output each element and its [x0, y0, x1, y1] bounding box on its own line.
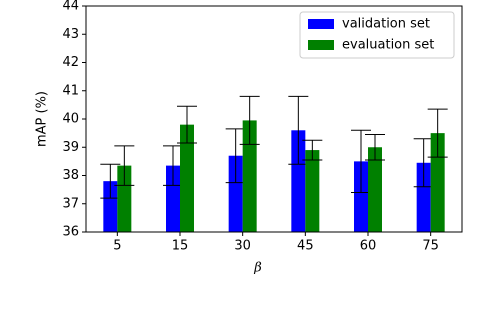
error-bar — [114, 145, 135, 186]
legend-label: evaluation set — [342, 38, 434, 53]
legend-swatch — [308, 19, 334, 29]
bar — [430, 133, 445, 232]
error-bar — [239, 95, 260, 145]
error-bar — [427, 108, 448, 158]
bar — [117, 165, 132, 232]
x-tick-label: 30 — [234, 239, 251, 254]
y-tick-label: 43 — [62, 27, 79, 42]
legend-box — [299, 11, 455, 59]
y-tick-label: 44 — [62, 0, 79, 14]
y-tick-label: 41 — [62, 83, 79, 98]
error-bar — [225, 128, 246, 184]
bar — [416, 162, 431, 232]
bar — [368, 147, 382, 232]
x-tick-label: 45 — [297, 239, 314, 254]
error-bar — [413, 138, 434, 188]
bar — [242, 120, 257, 232]
x-axis-label: β — [253, 261, 262, 276]
bar — [180, 124, 194, 232]
y-tick-label: 38 — [62, 168, 79, 183]
error-bar — [288, 95, 309, 165]
y-tick-label: 36 — [62, 225, 79, 240]
bar — [103, 181, 118, 232]
bar — [291, 130, 306, 232]
x-tick-label: 15 — [172, 239, 189, 254]
x-tick-label: 75 — [422, 239, 439, 254]
error-bar — [100, 163, 121, 199]
error-bar — [302, 139, 323, 161]
bar — [354, 161, 368, 232]
bar — [305, 150, 320, 232]
error-bar — [365, 134, 385, 161]
bar — [166, 165, 180, 232]
y-tick-label: 37 — [62, 196, 79, 211]
error-bar — [351, 129, 371, 193]
x-tick-label: 5 — [113, 239, 121, 254]
y-tick-label: 40 — [62, 112, 79, 127]
error-bar — [177, 105, 197, 144]
error-bar — [163, 145, 183, 186]
bar — [228, 155, 243, 232]
y-axis-label: mAP (%) — [35, 91, 50, 147]
y-tick-label: 42 — [62, 55, 79, 70]
legend-swatch — [308, 40, 334, 50]
y-tick-label: 39 — [62, 140, 79, 155]
plot-frame — [85, 5, 463, 233]
x-tick-label: 60 — [360, 239, 377, 254]
legend-label: validation set — [342, 17, 430, 32]
